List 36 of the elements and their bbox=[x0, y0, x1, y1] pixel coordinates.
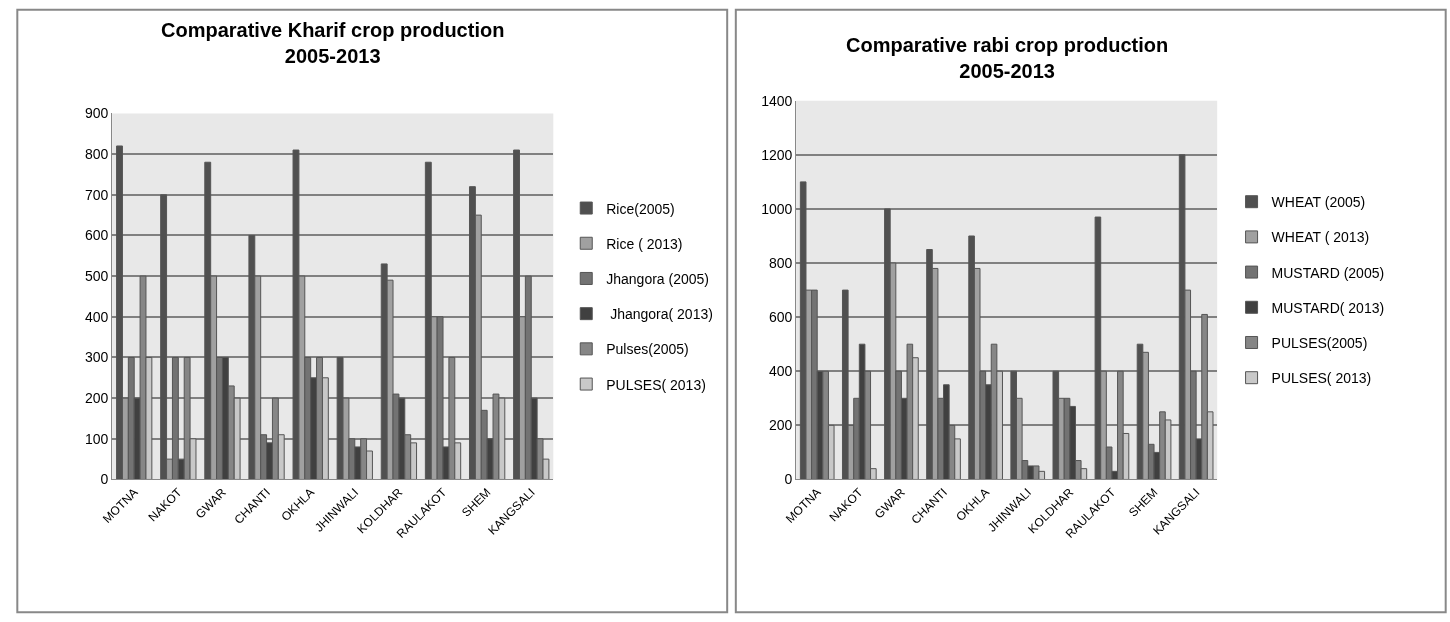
bar bbox=[841, 289, 849, 480]
legend-label: PULSES( 2013) bbox=[606, 376, 706, 393]
legend-label: Jhangora( 2013) bbox=[606, 306, 713, 323]
y-tick-label: 600 bbox=[769, 309, 793, 326]
y-tick-label: 200 bbox=[769, 417, 793, 434]
y-tick-label: 1000 bbox=[761, 200, 793, 217]
y-tick-label: 400 bbox=[84, 308, 109, 325]
y-tick-label: 100 bbox=[84, 430, 109, 447]
chart-title: Comparative rabi crop production 2005-2013 bbox=[846, 34, 1169, 82]
legend-label: Rice ( 2013) bbox=[606, 235, 683, 252]
y-tick-label: 800 bbox=[769, 254, 793, 271]
legend-label: WHEAT (2005) bbox=[1271, 194, 1366, 211]
legend-label: Pulses(2005) bbox=[606, 341, 689, 358]
legend-label: PULSES( 2013) bbox=[1271, 370, 1372, 387]
y-tick-label: 900 bbox=[84, 105, 109, 122]
bar bbox=[424, 161, 432, 480]
y-tick-label: 600 bbox=[84, 227, 109, 244]
y-tick-label: 200 bbox=[84, 390, 109, 407]
y-tick-label: 500 bbox=[84, 268, 109, 285]
y-tick-label: 0 bbox=[100, 471, 109, 488]
legend-label: MUSTARD (2005) bbox=[1271, 264, 1385, 281]
y-tick-label: 0 bbox=[784, 471, 793, 488]
chart-title: Comparative Kharif crop production 2005-2013 bbox=[161, 19, 505, 67]
y-tick-label: 800 bbox=[84, 146, 109, 163]
y-tick-label: 700 bbox=[84, 186, 109, 203]
y-tick-label: 300 bbox=[84, 349, 109, 366]
bar bbox=[1052, 370, 1060, 480]
legend-label: WHEAT ( 2013) bbox=[1271, 229, 1370, 246]
y-tick-label: 400 bbox=[769, 363, 793, 380]
y-tick-label: 1200 bbox=[761, 146, 793, 163]
legend-label: MUSTARD( 2013) bbox=[1271, 299, 1385, 316]
bar bbox=[160, 194, 168, 480]
legend-label: PULSES(2005) bbox=[1271, 334, 1368, 351]
y-tick-label: 1400 bbox=[761, 92, 793, 109]
legend-label: Jhangora (2005) bbox=[606, 270, 709, 287]
legend-label: Rice(2005) bbox=[606, 200, 675, 217]
